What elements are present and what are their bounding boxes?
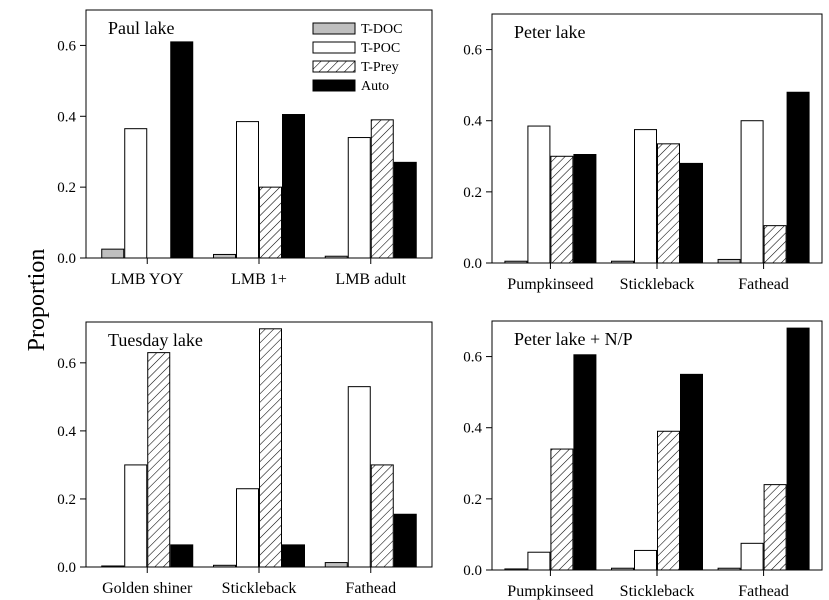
- bar-auto-stickleback: [680, 373, 703, 571]
- y-tick-label: 0.2: [57, 180, 76, 196]
- bar-t-doc-fathead: [717, 258, 741, 264]
- bar-t-poc-golden-shiner: [124, 464, 148, 568]
- bar-t-poc-fathead: [740, 542, 764, 571]
- bar-t-prey-stickleback: [259, 328, 282, 568]
- bar-t-prey-lmb-adult: [370, 119, 394, 259]
- bar-t-prey-golden-shiner: [147, 352, 171, 568]
- legend-swatch-t-poc: [312, 41, 356, 54]
- bar-t-poc-lmb-1-: [236, 121, 259, 259]
- bar-t-doc-fathead: [324, 562, 348, 568]
- chart-panel-2: 0.0 0.2 0.4 0.6 Peter lake Pumpkinseed Stickle…: [463, 13, 823, 293]
- chart-panel-4: 0.0 0.2 0.4 0.6 Peter lake + N/P Pumpkinseed S…: [463, 320, 823, 600]
- bar-t-doc-lmb-adult: [324, 255, 348, 259]
- chart-panel-1: 0.0 0.2 0.4 0.6 Paul lake LMB YOY LMB 1+ LMB ad…: [57, 9, 433, 288]
- bar-t-poc-stickleback: [634, 129, 657, 264]
- bar-auto-lmb-yoy: [170, 41, 194, 259]
- x-tick-label: Pumpkinseed: [507, 276, 593, 293]
- legend-swatch-t-prey: [312, 60, 356, 73]
- legend-swatch-t-doc: [312, 22, 356, 35]
- x-tick-label: Stickleback: [620, 276, 695, 293]
- panel-title: Paul lake: [108, 18, 174, 38]
- y-tick-label: 0.4: [57, 109, 76, 125]
- bar-auto-fathead: [786, 91, 810, 264]
- bar-auto-lmb-1-: [282, 114, 305, 259]
- panel-title: Peter lake: [514, 22, 585, 42]
- x-tick-label: LMB YOY: [111, 271, 184, 288]
- bar-t-doc-lmb-1-: [213, 253, 236, 259]
- bar-auto-fathead: [786, 327, 810, 571]
- bar-auto-lmb-adult: [393, 161, 417, 259]
- x-tick-label: Fathead: [738, 583, 789, 600]
- bar-t-poc-stickleback: [634, 549, 657, 571]
- y-tick-label: 0.6: [57, 38, 76, 54]
- bar-t-doc-fathead: [717, 567, 741, 571]
- bar-t-doc-stickleback: [213, 564, 236, 568]
- bar-t-prey-stickleback: [657, 143, 680, 264]
- x-tick-label: Fathead: [345, 580, 396, 597]
- bar-t-poc-pumpkinseed: [527, 551, 551, 571]
- legend-label: T-DOC: [361, 22, 403, 37]
- bar-auto-fathead: [393, 513, 417, 568]
- bar-t-poc-stickleback: [236, 488, 259, 568]
- x-tick-label: Stickleback: [222, 580, 297, 597]
- bar-t-doc-stickleback: [611, 260, 634, 264]
- bar-t-doc-pumpkinseed: [504, 568, 528, 571]
- bar-t-prey-pumpkinseed: [550, 155, 574, 264]
- bar-t-prey-lmb-1-: [259, 186, 282, 259]
- y-tick-label: 0.4: [57, 424, 76, 440]
- y-tick-label: 0.0: [463, 256, 482, 272]
- bar-t-doc-golden-shiner: [101, 565, 125, 568]
- x-tick-label: Golden shiner: [102, 580, 193, 597]
- y-tick-label: 0.4: [463, 114, 482, 130]
- x-tick-label: LMB adult: [335, 271, 406, 288]
- x-tick-label: Fathead: [738, 276, 789, 293]
- y-tick-label: 0.4: [463, 421, 482, 437]
- x-tick-label: Stickleback: [620, 583, 695, 600]
- legend-label: T-Prey: [361, 60, 399, 75]
- y-tick-label: 0.6: [463, 43, 482, 59]
- y-tick-label: 0.2: [57, 492, 76, 508]
- bar-t-prey-fathead: [763, 484, 787, 571]
- bar-t-doc-lmb-yoy: [101, 248, 125, 259]
- bar-auto-golden-shiner: [170, 544, 194, 568]
- x-tick-label: Pumpkinseed: [507, 583, 593, 600]
- bar-t-prey-pumpkinseed: [550, 448, 574, 571]
- bar-t-poc-pumpkinseed: [527, 125, 551, 264]
- y-tick-label: 0.0: [463, 563, 482, 579]
- y-axis-label: Proportion: [24, 249, 50, 352]
- bar-t-poc-fathead: [347, 386, 371, 568]
- x-tick-label: LMB 1+: [231, 271, 287, 288]
- legend-label: T-POC: [361, 41, 400, 56]
- legend: T-DOC T-POC T-Prey Auto: [312, 22, 403, 94]
- bar-t-poc-lmb-yoy: [124, 128, 148, 259]
- bar-auto-stickleback: [282, 544, 305, 568]
- legend-swatch-auto: [312, 79, 356, 92]
- bar-t-prey-stickleback: [657, 430, 680, 571]
- bar-t-doc-stickleback: [611, 567, 634, 571]
- legend-label: Auto: [361, 79, 389, 94]
- bar-t-poc-fathead: [740, 120, 764, 264]
- panel-title: Peter lake + N/P: [514, 329, 633, 349]
- bar-t-prey-fathead: [370, 464, 394, 568]
- y-tick-label: 0.0: [57, 560, 76, 576]
- panel-title: Tuesday lake: [108, 330, 203, 350]
- bar-t-poc-lmb-adult: [347, 137, 371, 259]
- y-tick-label: 0.2: [463, 492, 482, 508]
- bar-auto-pumpkinseed: [573, 354, 597, 571]
- bar-t-doc-pumpkinseed: [504, 260, 528, 264]
- y-tick-label: 0.0: [57, 251, 76, 267]
- y-tick-label: 0.2: [463, 185, 482, 201]
- y-tick-label: 0.6: [57, 356, 76, 372]
- chart-panel-3: 0.0 0.2 0.4 0.6 Tuesday lake Golden shiner Sti…: [57, 321, 433, 597]
- bar-auto-stickleback: [680, 162, 703, 264]
- bar-t-prey-fathead: [763, 225, 787, 264]
- y-tick-label: 0.6: [463, 350, 482, 366]
- bar-auto-pumpkinseed: [573, 154, 597, 264]
